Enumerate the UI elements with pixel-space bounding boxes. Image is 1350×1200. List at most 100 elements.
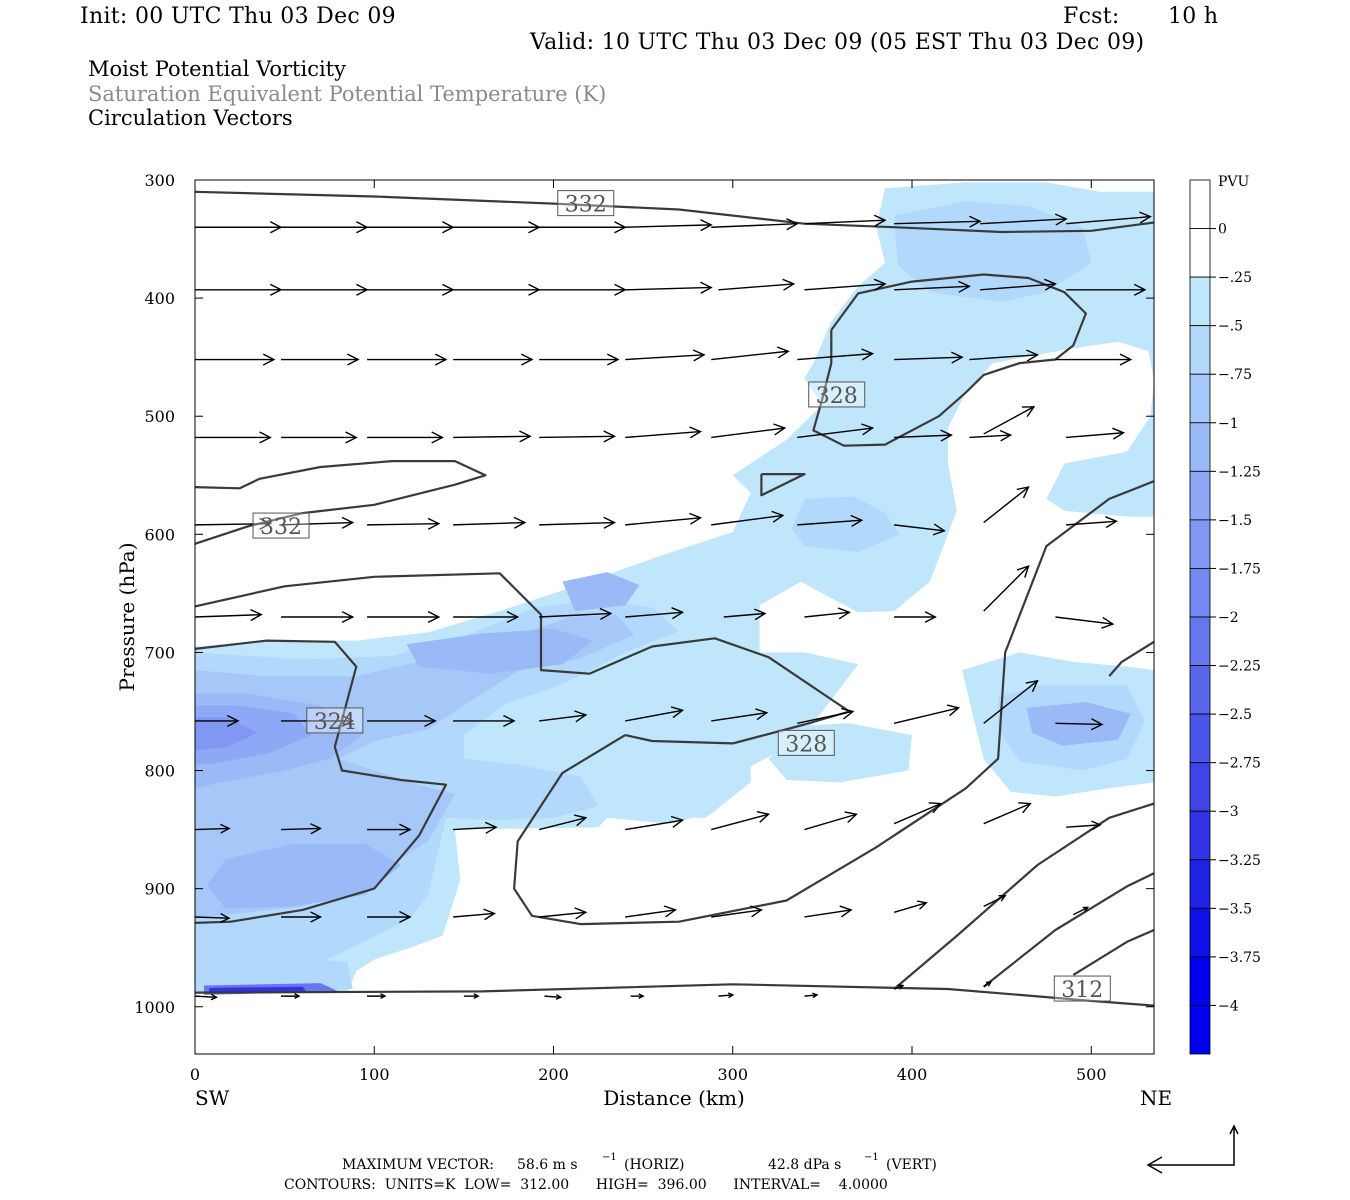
vector-head: [1026, 349, 1040, 362]
circulation-vector-64: [894, 611, 937, 623]
vector-head: [861, 348, 875, 361]
vector-shaft: [453, 826, 497, 831]
circulation-vector-48: [453, 516, 527, 529]
vector-shaft: [894, 434, 952, 439]
circulation-vector-20: [980, 278, 1057, 291]
vector-head: [1119, 353, 1133, 366]
vector-head: [689, 512, 703, 525]
circulation-vector-103: [463, 993, 480, 1000]
circulation-vector-1: [281, 221, 369, 234]
circulation-vector-77: [1055, 718, 1104, 731]
vector-shaft: [893, 802, 941, 825]
vector-shaft: [367, 522, 439, 526]
colorbar-box-16: [1189, 956, 1211, 1006]
circulation-vector-86: [893, 802, 943, 825]
vector-head: [850, 514, 864, 527]
circulation-vector-3: [453, 221, 541, 234]
circulation-vector-87: [983, 802, 1032, 825]
vector-shaft: [893, 902, 927, 913]
vector-head: [259, 431, 272, 444]
vector-head: [1090, 718, 1104, 731]
circulation-vector-63: [804, 607, 851, 620]
vector-head: [345, 431, 358, 444]
reference-vector-icon: [1146, 1124, 1239, 1174]
contour-label-box: [306, 707, 364, 734]
vector-head: [638, 993, 645, 1000]
vector-shaft: [711, 427, 785, 439]
vector-head: [424, 714, 437, 728]
vector-shaft: [194, 995, 217, 999]
circulation-vector-0: [195, 221, 283, 234]
vector-shaft: [893, 707, 959, 724]
colorbar-label-8: −2: [1218, 610, 1239, 626]
colorbar-box-3: [1189, 325, 1211, 375]
vector-shaft: [625, 909, 676, 918]
vector-shaft: [804, 813, 857, 831]
vector-head: [1016, 486, 1030, 499]
circulation-vector-84: [711, 811, 771, 831]
vector-shaft: [969, 434, 1011, 439]
vector-head: [932, 523, 946, 536]
circulation-vector-93: [539, 907, 588, 920]
vector-head: [924, 611, 937, 623]
y-tick-label-2: 500: [144, 407, 175, 426]
max-vector-horiz-exponent: −1: [602, 1152, 617, 1163]
colorbar-label-9: −2.25: [1218, 659, 1261, 675]
vector-shaft: [894, 285, 970, 291]
vector-head: [473, 993, 480, 1000]
vector-shaft: [804, 994, 818, 997]
theta-es-contour-8: [983, 872, 1154, 988]
circulation-vector-30: [894, 351, 964, 364]
vector-shaft: [797, 519, 862, 526]
theta-es-contour-9: [1072, 928, 1154, 976]
vector-shaft: [804, 283, 886, 291]
vector-head: [399, 823, 412, 836]
vector-shaft: [538, 817, 586, 831]
contour-label-1: 328: [808, 381, 866, 409]
max-vector-vert-unit: (VERT): [886, 1157, 937, 1173]
circulation-vector-46: [281, 516, 355, 529]
circulation-vector-91: [367, 910, 412, 924]
vector-head: [427, 517, 441, 530]
colorbar-box-12: [1189, 762, 1211, 812]
circulation-vector-54: [983, 486, 1030, 524]
circulation-vector-70: [453, 714, 516, 728]
pv-region-18: [209, 986, 307, 993]
vector-head: [951, 351, 964, 364]
vector-head: [614, 221, 627, 234]
x-tick-label-4: 400: [897, 1065, 928, 1084]
vector-head: [700, 281, 713, 294]
circulation-vector-94: [625, 905, 677, 918]
vector-head: [574, 710, 588, 723]
x-tick-label-1: 100: [359, 1065, 390, 1084]
circulation-vector-71: [539, 710, 588, 723]
vector-head: [898, 984, 905, 990]
colorbar-label-5: −1.25: [1218, 464, 1261, 480]
forecast-label: Fcst:: [1063, 4, 1120, 29]
circulation-vector-8: [894, 215, 982, 228]
vector-shaft: [625, 354, 705, 361]
vector-head: [773, 423, 787, 436]
vector-head: [837, 607, 851, 620]
vector-head: [985, 981, 993, 987]
vector-shaft: [453, 435, 531, 439]
circulation-vector-79: [281, 823, 323, 835]
vector-head: [812, 992, 819, 999]
circulation-vector-24: [367, 353, 448, 366]
circulation-vector-95: [711, 905, 763, 918]
circulation-vector-11: [195, 283, 283, 296]
vector-head: [1133, 283, 1147, 296]
vector-head: [916, 900, 928, 910]
circulation-vector-75: [893, 704, 961, 724]
vector-head: [442, 283, 455, 296]
colorbar-label-1: −.25: [1218, 270, 1252, 286]
pv-region-13: [207, 843, 402, 909]
vector-shaft: [980, 283, 1056, 291]
vector-shaft: [711, 223, 798, 228]
circulation-vector-53: [894, 523, 946, 536]
circulation-vector-81: [453, 821, 498, 834]
x-axis-label: Distance (km): [603, 1086, 745, 1110]
y-tick-label-6: 900: [144, 880, 175, 899]
circulation-vector-62: [723, 608, 767, 621]
circulation-vector-69: [367, 714, 437, 728]
